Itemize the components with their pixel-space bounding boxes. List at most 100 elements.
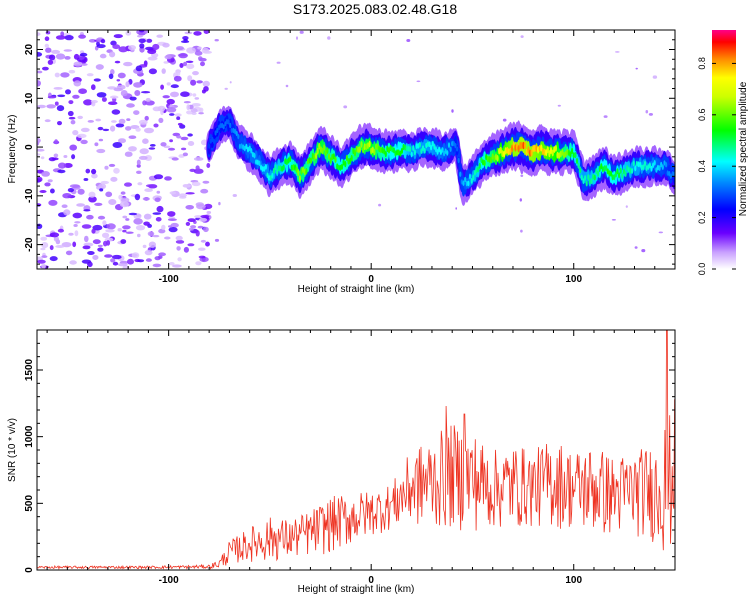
ridge-cell [277,165,280,172]
ridge-cell [274,164,277,171]
noise-blob [126,118,131,121]
ridge-cell [622,168,626,175]
noise-blob [100,39,106,44]
noise-blob [175,240,185,244]
noise-blob [170,84,179,89]
noise-blob [185,60,194,63]
ridge-cell [373,148,376,156]
noise-blob [47,179,53,183]
noise-blob [108,73,114,80]
ridge-cell [571,147,574,155]
noise-blob [97,244,103,248]
ridge-cell [554,144,558,152]
noise-blob [119,201,129,208]
ridge-cell [225,119,229,125]
noise-blob [56,105,65,112]
ridge-cell [465,180,468,187]
x-tick-label: 0 [368,274,374,285]
noise-blob [200,239,206,243]
noise-blob [57,121,62,126]
ridge-cell [392,147,395,154]
noise-blob [118,46,128,53]
ridge-cell [258,160,261,167]
noise-blob [71,154,76,160]
noise-blob [78,34,86,39]
ridge-cell [507,148,510,156]
noise-blob [167,211,176,217]
ridge-cell [383,148,386,155]
noise-blob [117,72,126,79]
noise-blob [47,95,57,99]
noise-blob [128,212,138,216]
ridge-cell [405,145,408,152]
ridge-cell [441,147,444,153]
ridge-cell [254,150,258,162]
noise-blob [112,142,123,148]
noise-blob [148,241,156,248]
noise-blob [91,228,96,234]
ridge-cell [302,166,305,173]
ridge-cell [310,157,313,164]
ridge-cell [609,170,613,177]
noise-blob [158,252,167,257]
ridge-cell [397,149,400,156]
noise-blob [102,128,110,132]
noise-blob [178,193,187,198]
noise-blob [68,116,76,120]
noise-blob [105,229,115,233]
ridge-cell [253,152,256,159]
noise-blob [48,199,58,206]
ridge-cell [503,150,506,158]
noise-speck [451,109,454,113]
ridge-cell [237,133,240,140]
ridge-cell [558,152,561,160]
ridge-cell [496,155,499,162]
ridge-cell [328,153,331,160]
noise-blob [120,191,126,195]
ridge-cell [650,165,653,172]
noise-speck [229,81,232,84]
noise-blob [198,247,206,251]
ridge-cell [208,143,211,149]
ridge-cell [271,172,274,179]
ridge-cell [632,160,635,167]
x-tick-label: -100 [159,575,179,586]
noise-blob [100,180,110,185]
noise-speck [520,35,524,38]
noise-blob [167,218,177,221]
ridge-cell [342,159,345,166]
y-tick-label: 1500 [24,358,35,381]
ridge-cell [569,151,572,158]
noise-blob [53,153,59,158]
ridge-cell [318,142,321,150]
noise-speck [658,231,663,234]
noise-blob [166,82,171,86]
noise-blob [153,123,159,128]
noise-blob [147,231,155,237]
noise-blob [148,147,156,150]
noise-blob [37,137,41,144]
noise-blob [145,184,154,188]
noise-blob [91,101,96,107]
ridge-cell [449,146,452,152]
noise-blob [136,170,142,174]
noise-blob [144,155,152,161]
ridge-cell [472,174,475,181]
noise-blob [86,214,94,220]
noise-blob [68,232,74,236]
noise-blob [196,80,203,84]
ridge-cell [340,163,344,170]
noise-blob [141,91,151,94]
ridge-cell [499,146,502,154]
ridge-cell [337,164,340,171]
ridge-cell [305,168,308,175]
ridge-cell [631,168,634,174]
noise-blob [151,53,159,58]
ridge-cell [263,166,266,172]
noise-blob [182,152,188,157]
noise-blob [189,227,194,231]
y-tick-label: 20 [24,44,35,56]
noise-blob [63,209,71,216]
noise-blob [128,45,136,51]
noise-blob [163,145,171,149]
